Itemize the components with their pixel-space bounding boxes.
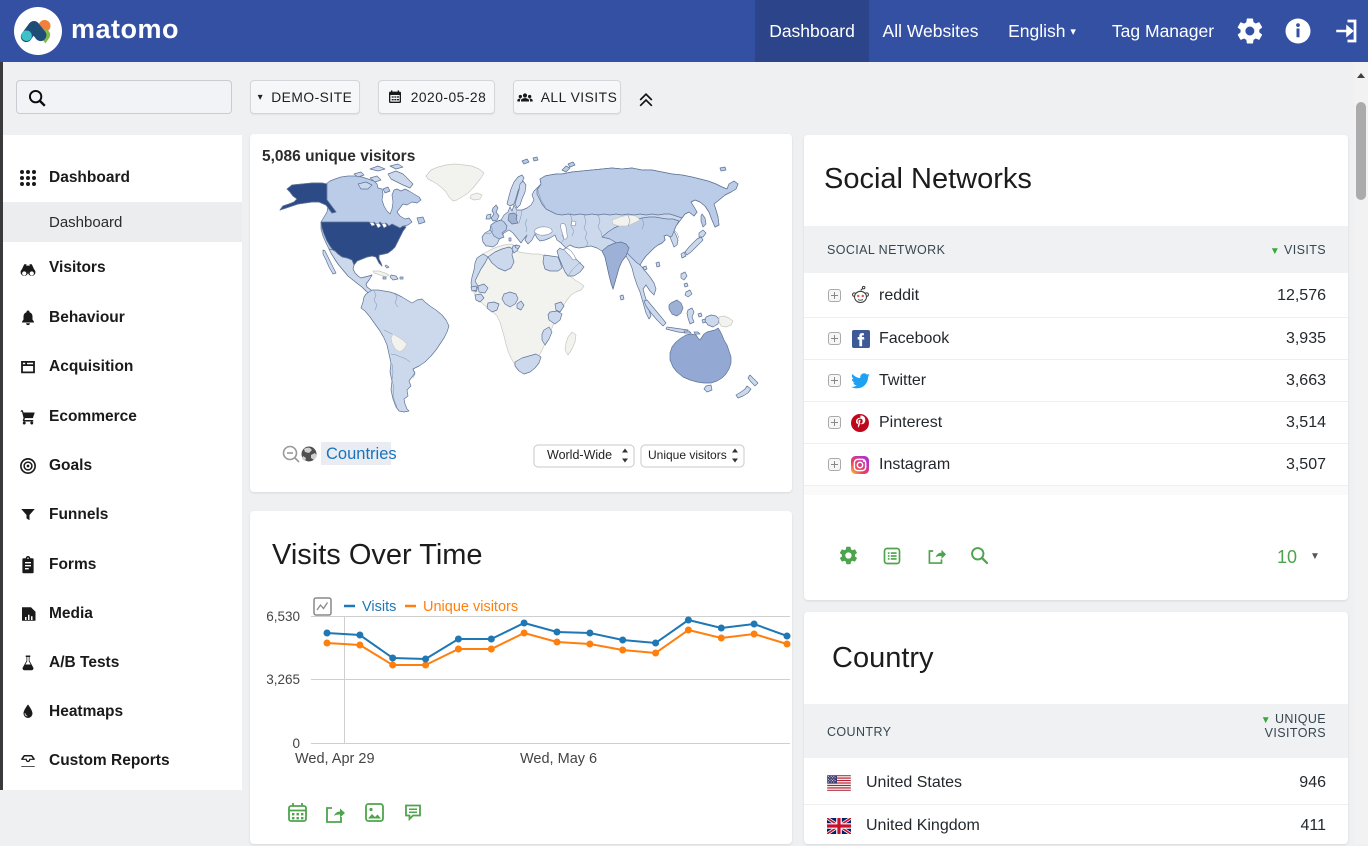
svg-text:Unique visitors: Unique visitors — [648, 448, 727, 462]
svg-text:World-Wide: World-Wide — [547, 448, 612, 462]
svg-text:Wed, May 6: Wed, May 6 — [520, 751, 597, 767]
svg-text:0: 0 — [292, 736, 300, 751]
svg-text:Countries: Countries — [326, 445, 397, 463]
svg-text:Wed, Apr 29: Wed, Apr 29 — [295, 751, 375, 767]
svg-text:3,265: 3,265 — [266, 672, 300, 687]
svg-text:Unique visitors: Unique visitors — [423, 599, 518, 615]
svg-text:6,530: 6,530 — [266, 609, 300, 624]
svg-text:Visits: Visits — [362, 599, 396, 615]
